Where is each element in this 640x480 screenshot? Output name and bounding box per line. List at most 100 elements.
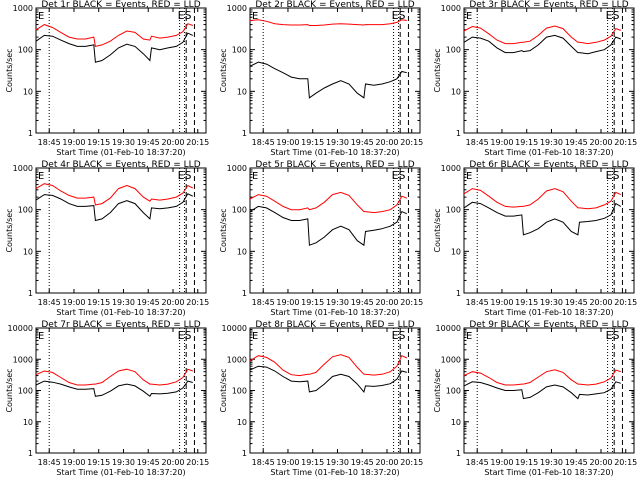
y-tick-label: 10: [23, 87, 33, 96]
x-tick-label: 19:00: [490, 298, 513, 307]
x-tick-label: 19:15: [301, 458, 324, 467]
y-tick-label: 1000: [13, 164, 33, 173]
x-tick-label: 19:30: [540, 298, 563, 307]
plot-frame: [35, 167, 207, 294]
y-tick-label: 1000: [227, 355, 247, 364]
start-marker-label: E: [38, 11, 44, 22]
x-axis-label: Start Time (01-Feb-10 18:37:20): [56, 308, 185, 317]
y-axis-label: Counts/sec: [219, 208, 228, 252]
y-tick-label: 10: [23, 247, 33, 256]
y-axis-label: Counts/sec: [433, 208, 442, 252]
x-tick-label: 20:15: [614, 138, 637, 147]
x-tick-label: 19:15: [515, 458, 538, 467]
x-tick-label: 20:15: [400, 138, 423, 147]
y-tick-label: 10: [237, 247, 247, 256]
lld-series-line: [35, 368, 193, 386]
y-tick-label: 1: [456, 129, 461, 138]
x-tick-label: 18:45: [38, 298, 61, 307]
y-axis-label: Counts/sec: [5, 368, 14, 412]
x-tick-label: 19:00: [490, 458, 513, 467]
y-tick-label: 1: [242, 449, 247, 458]
y-tick-label: 100: [18, 387, 33, 396]
plot-frame: [249, 327, 421, 454]
detector-panel: Det 5r BLACK = Events, RED = LLD 1 10 100 10…: [219, 160, 423, 317]
lld-series-line: [35, 183, 194, 206]
y-tick-label: 100: [446, 46, 461, 55]
x-tick-label: 19:45: [565, 138, 588, 147]
panel-title: Det 7r BLACK = Events, RED = LLD: [41, 320, 200, 330]
x-tick-label: 19:30: [326, 458, 349, 467]
plot-frame: [249, 167, 421, 294]
start-marker-label: E: [38, 171, 44, 182]
x-tick-label: 19:30: [540, 458, 563, 467]
y-tick-label: 10000: [8, 324, 33, 333]
detector-panel: Det 2r BLACK = Events, RED = LLD 1 10 100 10…: [219, 0, 423, 157]
panel-title: Det 9r BLACK = Events, RED = LLD: [469, 320, 628, 330]
y-tick-label: 1: [28, 289, 33, 298]
events-series-line: [463, 34, 621, 55]
x-tick-label: 20:00: [589, 298, 612, 307]
x-axis-label: Start Time (01-Feb-10 18:37:20): [484, 468, 613, 477]
x-axis-label: Start Time (01-Feb-10 18:37:20): [56, 148, 185, 157]
y-tick-label: 100: [18, 206, 33, 215]
y-tick-label: 1000: [227, 164, 247, 173]
x-tick-label: 19:45: [351, 298, 374, 307]
plot-frame: [463, 7, 635, 134]
x-tick-label: 20:15: [400, 298, 423, 307]
x-tick-label: 19:15: [87, 458, 110, 467]
x-tick-label: 20:15: [186, 298, 209, 307]
panel-title: Det 1r BLACK = Events, RED = LLD: [41, 0, 200, 10]
x-tick-label: 19:30: [112, 298, 135, 307]
start-marker-label: E: [466, 11, 472, 22]
detector-panel: Det 1r BLACK = Events, RED = LLD 1 10 100 10…: [5, 0, 209, 157]
end-marker-label: ES: [606, 169, 620, 182]
y-axis-label: Counts/sec: [5, 48, 14, 92]
x-tick-label: 19:00: [490, 138, 513, 147]
x-tick-label: 20:00: [375, 458, 398, 467]
start-marker-label: E: [252, 331, 258, 342]
x-tick-label: 19:00: [276, 298, 299, 307]
events-series-line: [249, 365, 407, 393]
x-tick-label: 19:30: [326, 298, 349, 307]
y-tick-label: 1: [242, 129, 247, 138]
x-axis-label: Start Time (01-Feb-10 18:37:20): [270, 468, 399, 477]
events-series-line: [35, 380, 193, 398]
x-tick-label: 19:00: [62, 138, 85, 147]
end-marker-label: ES: [606, 9, 620, 22]
x-tick-label: 19:00: [62, 458, 85, 467]
x-tick-label: 20:00: [161, 138, 184, 147]
y-tick-label: 1000: [13, 355, 33, 364]
x-tick-label: 20:15: [614, 458, 637, 467]
y-tick-label: 10000: [436, 324, 461, 333]
y-tick-label: 100: [232, 387, 247, 396]
detector-panel: Det 7r BLACK = Events, RED = LLD 1 10 100 10…: [5, 320, 209, 477]
y-tick-label: 100: [18, 46, 33, 55]
y-axis-label: Counts/sec: [219, 48, 228, 92]
y-tick-label: 1000: [441, 4, 461, 13]
x-tick-label: 19:45: [565, 298, 588, 307]
x-tick-label: 19:45: [351, 458, 374, 467]
events-series-line: [463, 201, 622, 236]
x-tick-label: 18:45: [466, 458, 489, 467]
x-axis-label: Start Time (01-Feb-10 18:37:20): [484, 148, 613, 157]
y-tick-label: 1: [456, 289, 461, 298]
x-tick-label: 19:15: [515, 138, 538, 147]
y-tick-label: 10: [451, 247, 461, 256]
x-tick-label: 18:45: [252, 138, 275, 147]
x-tick-label: 20:00: [589, 138, 612, 147]
panel-title: Det 6r BLACK = Events, RED = LLD: [469, 160, 628, 170]
x-tick-label: 19:15: [87, 298, 110, 307]
panel-title: Det 5r BLACK = Events, RED = LLD: [255, 160, 414, 170]
detector-panel: Det 8r BLACK = Events, RED = LLD 1 10 100 10…: [219, 320, 423, 477]
plot-frame: [249, 7, 421, 134]
x-tick-label: 20:15: [400, 458, 423, 467]
end-marker-label: ES: [606, 329, 620, 342]
y-tick-label: 10000: [222, 324, 247, 333]
y-tick-label: 10: [237, 418, 247, 427]
x-tick-label: 19:15: [87, 138, 110, 147]
x-tick-label: 18:45: [466, 138, 489, 147]
lld-series-line: [463, 188, 622, 210]
y-axis-label: Counts/sec: [5, 208, 14, 252]
x-axis-label: Start Time (01-Feb-10 18:37:20): [484, 308, 613, 317]
